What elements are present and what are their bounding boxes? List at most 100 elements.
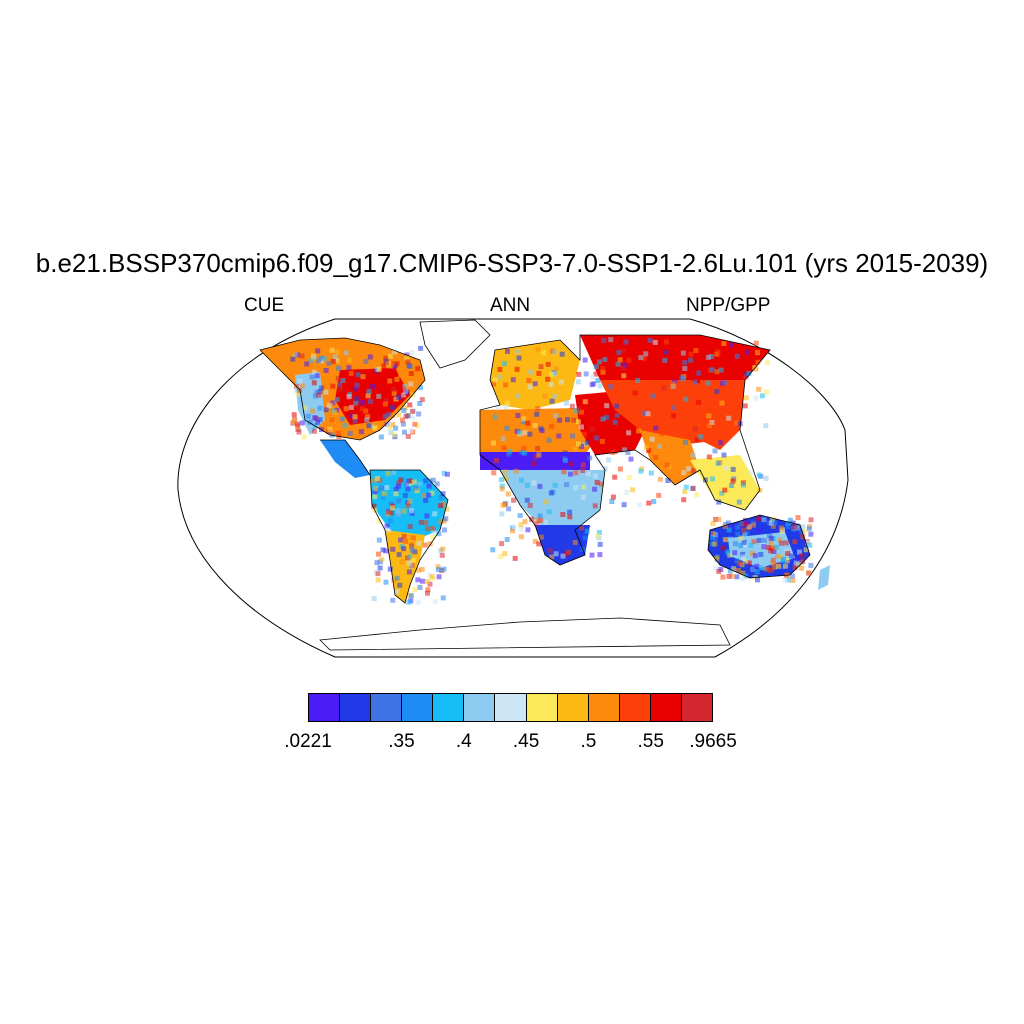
grid-cell [388, 430, 394, 435]
grid-cell [608, 384, 614, 389]
grid-cell [394, 376, 400, 382]
grid-cell [515, 413, 521, 418]
grid-cell [704, 429, 710, 435]
grid-cell [430, 534, 436, 540]
grid-cell [317, 405, 323, 411]
grid-cell [499, 483, 505, 489]
grid-cell [513, 468, 519, 474]
grid-cell [740, 554, 746, 560]
grid-cell [369, 423, 375, 429]
grid-cell [652, 339, 658, 345]
grid-cell [335, 358, 340, 364]
grid-cell [550, 538, 556, 544]
grid-cell [359, 429, 364, 435]
grid-cell [738, 535, 744, 541]
grid-cell [524, 497, 530, 503]
grid-cell [338, 387, 343, 392]
grid-cell [671, 413, 677, 419]
grid-cell [381, 363, 387, 369]
grid-cell [359, 406, 365, 412]
grid-cell [536, 452, 542, 458]
grid-cell [517, 513, 523, 518]
grid-cell [784, 548, 790, 554]
grid-cell [744, 349, 750, 355]
grid-cell [408, 428, 414, 433]
grid-cell [424, 579, 430, 584]
grid-cell [764, 566, 770, 572]
grid-cell [779, 540, 784, 546]
grid-cell [327, 426, 333, 432]
grid-cell [408, 593, 414, 599]
grid-cell [491, 381, 496, 387]
grid-cell [663, 339, 669, 345]
grid-cell [405, 433, 411, 439]
grid-cell [442, 527, 447, 533]
region-southeast-asia [690, 455, 760, 510]
grid-cell [304, 361, 310, 367]
grid-cell [409, 508, 415, 514]
grid-cell [734, 420, 740, 426]
grid-cell [386, 421, 392, 427]
grid-cell [423, 520, 429, 526]
grid-cell [383, 548, 389, 554]
grid-cell [713, 516, 719, 522]
grid-cell [420, 578, 426, 584]
grid-cell [648, 470, 654, 476]
grid-cell [430, 477, 436, 483]
grid-cell [579, 525, 585, 531]
grid-cell [407, 523, 413, 529]
grid-cell [365, 414, 371, 420]
grid-cell [730, 466, 736, 472]
grid-cell [612, 474, 618, 480]
grid-cell [802, 528, 808, 534]
grid-cell [567, 509, 573, 515]
grid-cell [740, 482, 746, 488]
grid-cell [688, 351, 694, 357]
grid-cell [491, 470, 497, 476]
colorbar-label: .35 [388, 731, 415, 752]
grid-cell [628, 456, 634, 462]
grid-cell [384, 523, 390, 529]
grid-cell [777, 537, 783, 543]
grid-cell [314, 389, 320, 395]
grid-cell [682, 489, 688, 495]
grid-cell [503, 475, 509, 481]
grid-cell [549, 398, 555, 404]
grid-cell [609, 499, 615, 504]
grid-cell [721, 341, 727, 347]
grid-cell [375, 577, 381, 583]
grid-cell [429, 490, 435, 496]
grid-cell [653, 454, 659, 460]
grid-cell [683, 440, 688, 445]
colorbar-label: .55 [637, 731, 664, 752]
grid-cell [758, 552, 764, 557]
grid-cell [409, 547, 415, 553]
grid-cell [387, 353, 393, 359]
grid-cell [738, 543, 744, 548]
grid-cell [742, 559, 748, 565]
grid-cell [499, 486, 505, 492]
grid-cell [710, 534, 716, 540]
grid-cell [601, 338, 607, 344]
grid-cell [785, 521, 791, 526]
grid-cell [538, 534, 544, 540]
grid-cell [780, 558, 786, 564]
grid-cell [734, 353, 740, 359]
grid-cell [726, 415, 732, 421]
grid-cell [521, 446, 527, 451]
grid-cell [388, 518, 394, 524]
colorbar-box [370, 693, 403, 722]
grid-cell [617, 466, 623, 472]
grid-cell [311, 380, 317, 386]
grid-cell [317, 389, 323, 395]
grid-cell [440, 491, 446, 497]
grid-cell [614, 413, 620, 419]
grid-cell [722, 487, 728, 493]
grid-cell [388, 510, 394, 516]
grid-cell [622, 363, 628, 368]
grid-cell [742, 403, 748, 409]
grid-cell [297, 378, 303, 384]
grid-cell [686, 466, 692, 472]
grid-cell [415, 366, 421, 372]
grid-cell [533, 454, 539, 460]
